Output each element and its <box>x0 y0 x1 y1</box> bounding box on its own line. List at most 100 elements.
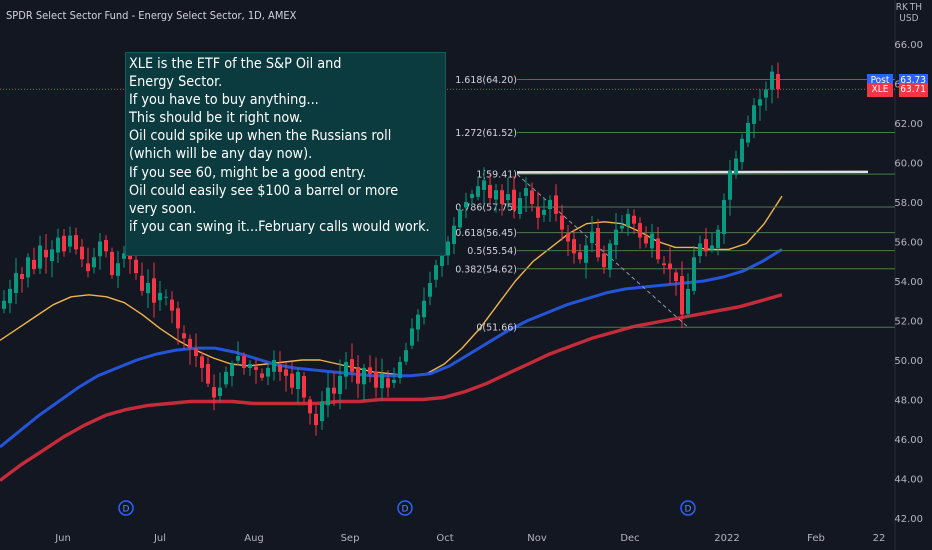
candle-body <box>248 363 252 369</box>
candle-body <box>98 241 102 257</box>
candle-body <box>200 356 204 368</box>
candle-body <box>254 366 258 370</box>
note-line: very soon. <box>129 200 197 217</box>
candle-body <box>302 375 306 398</box>
candle-body <box>362 367 366 385</box>
candle-body <box>488 184 492 199</box>
candle-body <box>44 249 48 258</box>
candle-body <box>392 379 396 383</box>
candle-body <box>674 272 678 281</box>
candle-body <box>338 375 342 394</box>
y-tick-label: 50.00 <box>894 356 923 367</box>
candle-body <box>572 239 576 254</box>
annotation-note[interactable]: XLE is the ETF of the S&P Oil and Energy … <box>125 52 446 256</box>
note-line: If you see 60, might be a good entry. <box>129 164 367 181</box>
candle-body <box>428 282 432 297</box>
candle-body <box>284 369 288 376</box>
candle-body <box>614 229 618 245</box>
candle-body <box>356 367 360 384</box>
y-tick-label: 58.00 <box>894 198 923 209</box>
candle-body <box>332 387 336 394</box>
candle-body <box>20 273 24 280</box>
y-tick-label: 44.00 <box>894 475 923 486</box>
fib-level-label: 0.5(55.54) <box>467 246 517 257</box>
candle-body <box>758 99 762 106</box>
candle-body <box>608 243 612 270</box>
note-line: If you have to buy anything... <box>129 92 319 109</box>
candle-body <box>692 257 696 291</box>
candle-body <box>584 245 588 263</box>
x-tick-label: Oct <box>436 533 453 544</box>
fib-level-label: 1.272(61.52) <box>455 128 517 139</box>
candle-body <box>116 263 120 276</box>
candle-body <box>350 359 354 372</box>
candle-body <box>716 229 720 248</box>
x-tick-label: 22 <box>873 533 886 544</box>
y-tick-label: 62.00 <box>894 119 923 130</box>
candle-body <box>152 278 156 303</box>
candle-body <box>446 241 450 256</box>
candle-body <box>686 288 690 314</box>
candle-body <box>410 328 414 346</box>
candle-body <box>494 190 498 200</box>
candle-body <box>380 373 384 389</box>
candle-body <box>158 292 162 301</box>
candle-body <box>662 263 666 266</box>
note-line: (which will be any day now). <box>129 146 313 163</box>
moving-average-mid <box>0 248 783 449</box>
candle-body <box>734 158 738 175</box>
candle-body <box>770 71 774 90</box>
candle-body <box>560 215 564 230</box>
candle-body <box>194 348 198 357</box>
candle-body <box>68 235 72 247</box>
candle-body <box>272 360 276 372</box>
x-tick-label: Jul <box>153 533 166 544</box>
note-line: Oil could easily see $100 a barrel or mo… <box>129 182 399 199</box>
candle-body <box>224 371 228 385</box>
resistance-line <box>516 170 869 174</box>
candle-body <box>290 373 294 388</box>
candle-body <box>752 105 756 124</box>
y-tick-label: 60.00 <box>894 159 923 170</box>
candle-body <box>104 239 108 252</box>
candle-body <box>530 190 534 204</box>
moving-average-slow <box>0 293 783 482</box>
candle-body <box>632 215 636 224</box>
candle-body <box>704 239 708 252</box>
candle-body <box>170 299 174 311</box>
candle-body <box>524 188 528 196</box>
dividend-marker-label: D <box>123 505 130 515</box>
currency-label[interactable]: RK TH USD <box>896 2 922 24</box>
candle-body <box>746 123 750 143</box>
candle-body <box>434 265 438 280</box>
candle-body <box>500 190 504 204</box>
candle-body <box>206 363 210 384</box>
candle-body <box>308 399 312 414</box>
dividend-marker <box>680 500 696 516</box>
candle-body <box>536 207 540 218</box>
fib-level-label: 1.618(64.20) <box>455 75 517 86</box>
candle-body <box>146 282 150 294</box>
candle-body <box>602 253 606 268</box>
candle-body <box>416 314 420 330</box>
candle-body <box>626 213 630 227</box>
candle-body <box>470 194 474 199</box>
candle-body <box>134 259 138 274</box>
candle-body <box>176 308 180 329</box>
candle-body <box>554 195 558 214</box>
x-tick-label: Nov <box>527 533 547 544</box>
candle-body <box>656 238 660 260</box>
x-tick-label: Dec <box>620 533 639 544</box>
candle-body <box>128 253 132 260</box>
candle-body <box>422 300 426 318</box>
candle-body <box>698 243 702 257</box>
last-price-tag-value: 63.71 <box>899 83 928 98</box>
candle-body <box>680 276 684 315</box>
fib-trendline <box>516 173 689 328</box>
dividend-marker <box>397 500 413 516</box>
candle-body <box>512 189 516 210</box>
x-tick-label: Jun <box>54 533 71 544</box>
candle-body <box>638 223 642 238</box>
candle-body <box>458 209 462 228</box>
